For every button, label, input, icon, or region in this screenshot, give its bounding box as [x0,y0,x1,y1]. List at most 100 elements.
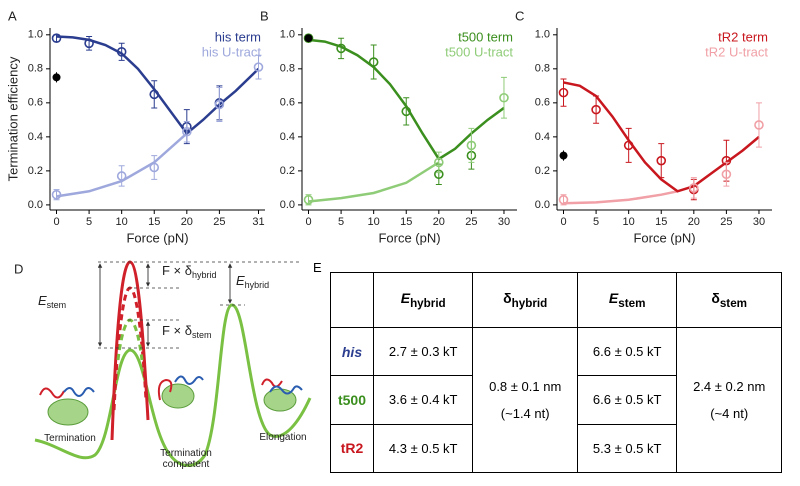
state-label: Elongation [259,432,307,443]
energy-landscape [34,303,312,467]
y-tick-label: 0.0 [535,199,550,211]
cell-line: (~4 nt) [710,406,749,421]
cell-line: 0.8 ± 0.1 nm [489,379,562,394]
header-cell: Estem [576,272,678,328]
e-hybrid-label: Ehybrid [236,273,269,290]
y-tick-label: 0.4 [28,131,43,143]
y-tick-label: 0.8 [535,63,550,75]
fit-curve [563,190,678,205]
error-bar [625,127,632,163]
data-point [623,140,634,151]
error-bar [151,155,158,180]
data-point [434,157,444,168]
error-bar [118,42,125,61]
x-tick-label: 30 [498,216,510,228]
state-label: Termination [44,433,96,444]
y-tick-label: 0.8 [280,63,295,75]
data-point [253,62,264,72]
x-tick-label: 0 [305,216,311,228]
data-point [149,162,160,173]
row-label: t500 [330,375,374,425]
data-point [466,140,477,151]
y-tick-label: 0.2 [280,165,295,177]
x-tick-label: 5 [86,216,92,228]
x-tick-label: 0 [560,216,566,228]
legend-entry: t500 term [458,29,513,44]
data-point [591,104,601,115]
y-tick-label: 0.4 [280,131,295,143]
data-point [401,106,412,117]
y-tick-label: 1.0 [280,29,295,41]
f-delta-hybrid-label: F × δhybrid [162,263,217,280]
error-bar [500,76,507,119]
x-axis-label: Force (pN) [126,230,188,245]
error-bar [151,80,158,109]
y-tick-label: 0.0 [280,199,295,211]
cell: 6.6 ± 0.5 kT [576,375,678,425]
data-point [116,47,127,57]
data-point [214,99,225,110]
cell: 5.3 ± 0.5 kT [576,423,678,474]
panel-label: C [515,8,524,23]
data-point [51,189,62,200]
row-label: his [330,326,374,377]
panel-label: E [313,260,322,275]
y-tick-label: 0.0 [28,199,43,211]
x-tick-label: 10 [368,216,380,228]
cell-line: (~1.4 nt) [500,406,550,421]
cell: 6.6 ± 0.5 kT [576,326,678,377]
x-tick-label: 25 [465,216,477,228]
data-point [754,120,764,130]
error-bar [755,102,762,148]
data-point [558,87,569,98]
x-tick-label: 10 [116,216,128,228]
error-bar [723,161,730,187]
data-point [689,183,699,193]
error-bar [183,121,190,143]
corner-cell [330,272,374,328]
y-tick-label: 0.6 [535,97,550,109]
legend-entry: his U-tract [202,44,262,59]
f-delta-stem-label: F × δstem [162,323,212,340]
x-tick-label: 30 [753,216,765,228]
e-stem-label: Estem [38,293,66,310]
cell: 2.4 ± 0.2 nm (~4 nt) [676,327,782,473]
data-point [336,43,346,54]
parameter-table: Ehybrid δhybrid Estem δstem his 2.7 ± 0.… [330,272,782,474]
panel-label: A [8,8,17,23]
x-tick-label: 20 [688,216,700,228]
panel-label: B [260,8,269,23]
y-tick-label: 1.0 [535,29,550,41]
y-tick-label: 0.6 [28,97,43,109]
error-bar [658,143,665,179]
reference-point [52,73,61,82]
x-tick-label: 5 [338,216,344,228]
x-tick-label: 20 [181,216,193,228]
x-tick-label: 25 [213,216,225,228]
error-bar [690,177,697,199]
error-bar [403,97,410,126]
header-cell: δhybrid [472,272,578,328]
x-tick-label: 20 [433,216,445,228]
header-cell: δstem [676,272,782,328]
x-tick-label: 5 [593,216,599,228]
x-tick-label: 31 [252,216,264,228]
legend-entry: t500 U-tract [445,44,513,59]
charts: A 0.0 0.2 0.4 0.6 0.8 1.0 0 5 10 15 20 25 31 Force (pN… [5,8,772,245]
x-tick-label: 15 [400,216,412,228]
data-point [656,155,667,166]
panel-label: D [14,261,23,276]
data-point [499,92,509,103]
y-tick-label: 0.6 [280,97,295,109]
y-tick-label: 0.8 [28,63,43,75]
y-tick-label: 0.4 [535,131,550,143]
cell-line: 2.4 ± 0.2 nm [693,379,766,394]
y-tick-label: 0.2 [28,165,43,177]
reference-point [304,34,313,43]
x-tick-label: 0 [53,216,59,228]
x-tick-label: 10 [623,216,635,228]
data-point [721,169,732,180]
header-cell: Ehybrid [372,272,474,328]
y-tick-label: 0.2 [535,165,550,177]
